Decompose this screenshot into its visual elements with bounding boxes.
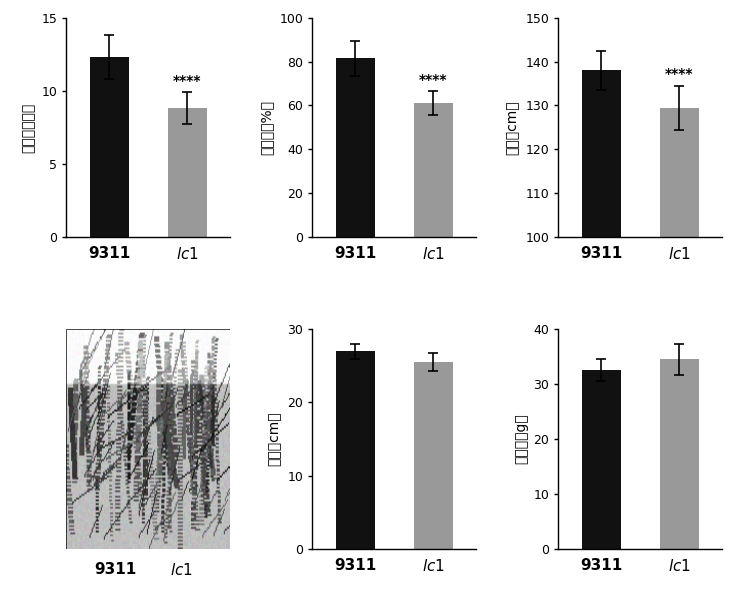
Y-axis label: 穗长（cm）: 穗长（cm） xyxy=(268,412,282,466)
Bar xyxy=(660,359,699,549)
Bar xyxy=(336,351,375,549)
Bar xyxy=(90,57,129,237)
Text: ****: **** xyxy=(173,74,202,88)
Bar xyxy=(581,70,621,237)
Text: ****: **** xyxy=(419,73,447,87)
Y-axis label: 结实率（%）: 结实率（%） xyxy=(260,100,274,155)
Text: ****: **** xyxy=(665,67,694,81)
Y-axis label: 千粒重（g）: 千粒重（g） xyxy=(514,414,528,464)
Bar xyxy=(168,109,207,237)
Y-axis label: 株高（cm）: 株高（cm） xyxy=(506,100,520,155)
Y-axis label: 分蘖数（个）: 分蘖数（个） xyxy=(22,102,36,153)
Bar xyxy=(660,107,699,237)
Text: 9311: 9311 xyxy=(94,562,136,577)
Bar xyxy=(336,58,375,237)
Bar xyxy=(581,371,621,549)
Text: $\it{lc1}$: $\it{lc1}$ xyxy=(170,562,192,578)
Bar xyxy=(413,103,453,237)
Bar xyxy=(413,362,453,549)
